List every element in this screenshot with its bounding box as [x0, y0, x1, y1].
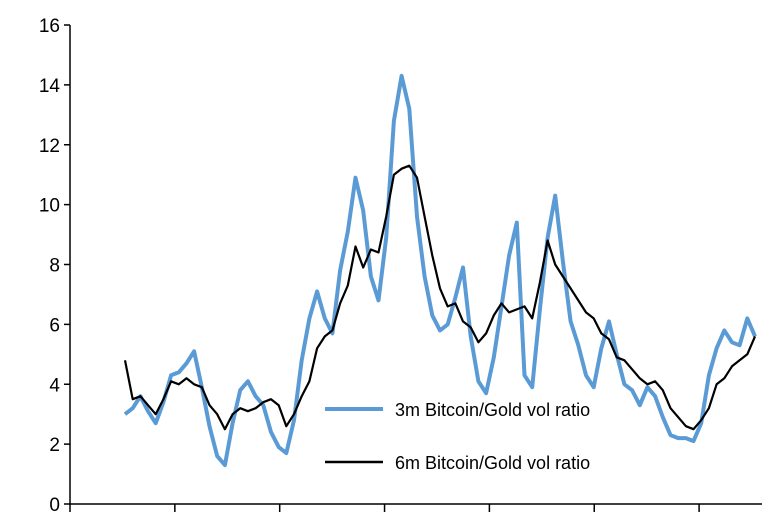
legend-label-3m: 3m Bitcoin/Gold vol ratio [395, 400, 590, 420]
series-lines [123, 73, 757, 468]
y-tick-label: 14 [39, 76, 61, 97]
series-line-6m [123, 164, 757, 431]
y-tick-label: 8 [49, 256, 60, 277]
y-tick-label: 0 [49, 495, 60, 516]
y-tick-label: 4 [49, 375, 60, 396]
legend: 3m Bitcoin/Gold vol ratio 6m Bitcoin/Gol… [325, 400, 590, 473]
y-tick-label: 10 [39, 196, 60, 217]
x-ticks [69, 504, 700, 512]
series-line-3m [123, 73, 757, 468]
y-ticks: 0 2 4 6 8 10 12 14 16 [39, 16, 70, 516]
y-tick-label: 6 [49, 315, 60, 336]
y-tick-label: 12 [39, 136, 60, 157]
y-tick-label: 16 [39, 16, 60, 37]
y-tick-label: 2 [49, 435, 60, 456]
legend-label-6m: 6m Bitcoin/Gold vol ratio [395, 453, 590, 473]
